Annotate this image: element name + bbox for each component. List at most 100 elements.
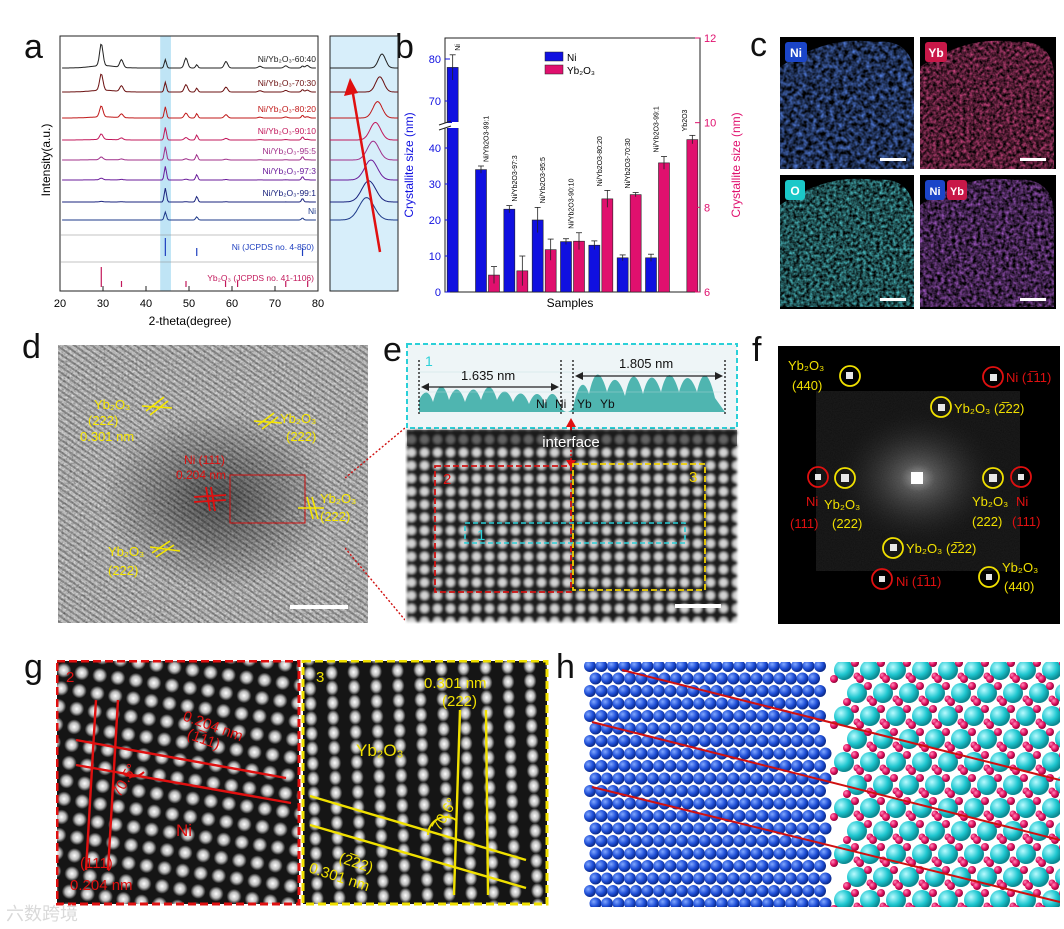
bar-xlabel: Samples — [547, 296, 594, 310]
panel-label-e: e — [383, 331, 402, 369]
xrd-frame — [59, 35, 319, 292]
panel-label-h: h — [556, 648, 575, 686]
zoom-connectors — [345, 427, 405, 621]
zoom-region-box — [229, 474, 306, 524]
d-label-222-2: (222) — [286, 429, 316, 444]
d-label-dist-ni: 0.204 nm — [176, 468, 226, 482]
g-right-num: 3 — [316, 669, 324, 686]
fft-spot-yb-222-left: Yb₂O₃ — [824, 497, 860, 512]
panel-label-g: g — [24, 648, 43, 686]
fft-spot-yb-222bar-b: Yb₂O₃ (2̅22) — [906, 541, 976, 556]
fft-spot-yb-440-b-hkl: (440) — [1004, 579, 1034, 594]
scale-bar — [675, 604, 721, 608]
xrd-series-label-1: Ni/Yb₂O₃-70:30 — [258, 78, 317, 88]
bar-category-3: Ni/Yb2O3-95:5 — [540, 157, 547, 203]
xrd-chart: Ni/Yb₂O₃-60:40 Ni/Yb₂O₃-70:30 Ni/Yb₂O₃-80:… — [39, 35, 399, 328]
interface-label: interface — [542, 434, 600, 451]
interface-image: 1 1.635 nm 1.805 nm Ni Ni Yb Yb interfac… — [406, 343, 738, 622]
hrtem-image: Yb₂O₃ (222) 0.301 nm Yb₂O₃ (222) Ni (111… — [58, 345, 368, 623]
bar-ltick-10: 10 — [429, 251, 441, 263]
shift-arrowhead — [344, 78, 358, 96]
atom-ni-2: Ni — [555, 397, 566, 411]
xrd-zoom-curve-2 — [330, 101, 398, 119]
eds-maps: Ni Yb O Ni Yb — [780, 37, 1056, 309]
xrd-tick-60: 60 — [226, 298, 238, 310]
xrd-curve-7 — [62, 210, 316, 221]
xrd-zoom-curve-0 — [330, 53, 398, 69]
xrd-series-label-7: Ni — [308, 206, 316, 216]
xrd-zoom-frame — [329, 35, 399, 292]
fft-spot-yb-222-left-hkl: (222) — [832, 516, 862, 531]
xrd-series-label-2: Ni/Yb₂O₃-80:20 — [258, 104, 317, 114]
fft-spot-ni-111-right-hkl: (111) — [1012, 514, 1040, 529]
xrd-xlabel: 2-theta(degree) — [149, 314, 232, 328]
bar-category-1: Ni/Yb2O3-99:1 — [484, 116, 491, 162]
bar-ni-4 — [560, 241, 572, 293]
panel-label-c: c — [750, 26, 767, 64]
scale-bar — [1020, 298, 1046, 301]
panel-label-b: b — [395, 28, 414, 66]
fft-spot-ni-111bar-a: Ni (1̅11) — [1006, 370, 1051, 385]
xrd-ylabel: Intensity(a.u.) — [39, 124, 53, 197]
bar-ni-2 — [503, 208, 516, 293]
xrd-curve-2 — [62, 105, 316, 119]
d-label-yb2o3-4: Yb₂O₃ — [108, 544, 144, 559]
xrd-tick-80: 80 — [312, 298, 324, 310]
region-3-box — [572, 463, 706, 591]
bar-yb2o3-7 — [658, 162, 670, 293]
g-right-d1: 0.301 nm — [424, 675, 487, 692]
lattice-image — [407, 430, 737, 622]
panel-label-d: d — [22, 328, 41, 366]
xrd-zoom-curve-5 — [330, 159, 398, 181]
scale-bar — [1020, 158, 1046, 161]
d-label-yb2o3-3: Yb₂O₃ — [320, 491, 356, 506]
watermark: 六数跨境 — [6, 904, 78, 925]
xrd-series-label-0: Ni/Yb₂O₃-60:40 — [258, 54, 317, 64]
bar-rtick-8: 8 — [704, 202, 710, 214]
xrd-ref-label-1: Yb₂O₃ (JCPDS no. 41-1106) — [207, 273, 314, 283]
fft-spot-ni-111bar-b: Ni (1̅11) — [896, 574, 941, 589]
xrd-series-label-5: Ni/Yb₂O₃-97:3 — [262, 166, 316, 176]
bar-rtick-10: 10 — [704, 118, 716, 130]
scale-bar — [290, 605, 348, 609]
bar-rtick-6: 6 — [704, 287, 710, 299]
bar-ltick-80: 80 — [429, 54, 441, 66]
bar-yb2o3-5 — [601, 198, 614, 293]
bar-ltick-40: 40 — [429, 143, 441, 155]
bar-category-2: Ni/Yb2O3-97:3 — [512, 155, 519, 201]
scale-bar — [880, 298, 906, 301]
xrd-curve-1 — [62, 73, 316, 93]
fft-spot-yb-222bar-a: Yb₂O₃ (2̅22) — [954, 401, 1024, 416]
g-left-d2: 0.204 nm — [70, 877, 133, 894]
fft-spot-yb-222-right-hkl: (222) — [972, 514, 1002, 529]
region-3-label: 3 — [689, 469, 697, 486]
xrd-curve-4 — [62, 146, 316, 161]
profile-num-label: 1 — [425, 353, 433, 369]
fft-spot-yb-440-a: Yb₂O₃ — [788, 358, 824, 373]
bar-category-8: Yb2O3 — [682, 109, 689, 131]
g-left-hkl2: (111) — [80, 855, 113, 872]
panel-label-f: f — [752, 331, 762, 369]
g-right-hkl1: (222) — [442, 693, 477, 710]
xrd-zoom-curve-7 — [330, 197, 398, 221]
dist-right: 1.805 nm — [619, 356, 673, 371]
g-right-phase: Yb₂O₃ — [356, 741, 404, 760]
atom-yb-2: Yb — [600, 397, 615, 411]
xrd-zoom-curve-3 — [330, 121, 398, 141]
fft-spot-yb-222-right: Yb₂O₃ — [972, 494, 1008, 509]
bar-category-7: Ni/Yb2O3-99:1 — [654, 106, 661, 152]
fft-spot-yb-440-b: Yb₂O₃ — [1002, 560, 1038, 575]
shift-arrow — [350, 87, 382, 253]
bar-yb2o3-6 — [629, 194, 642, 293]
bar-ltick-20: 20 — [429, 215, 441, 227]
xrd-tick-50: 50 — [183, 298, 195, 310]
xrd-highlight-band — [160, 36, 171, 291]
xrd-tick-20: 20 — [54, 298, 66, 310]
fft-spot-yb-440-a-hkl: (440) — [792, 378, 822, 393]
bar-break-gap — [452, 122, 466, 128]
scale-bar — [880, 158, 906, 161]
bar-ni-6 — [616, 257, 629, 293]
xrd-ref-label-0: Ni (JCPDS no. 4-850) — [232, 242, 314, 252]
g-left-num: 2 — [66, 669, 74, 686]
bar-ylabel-left: Crystallite size (nm) — [402, 112, 416, 217]
